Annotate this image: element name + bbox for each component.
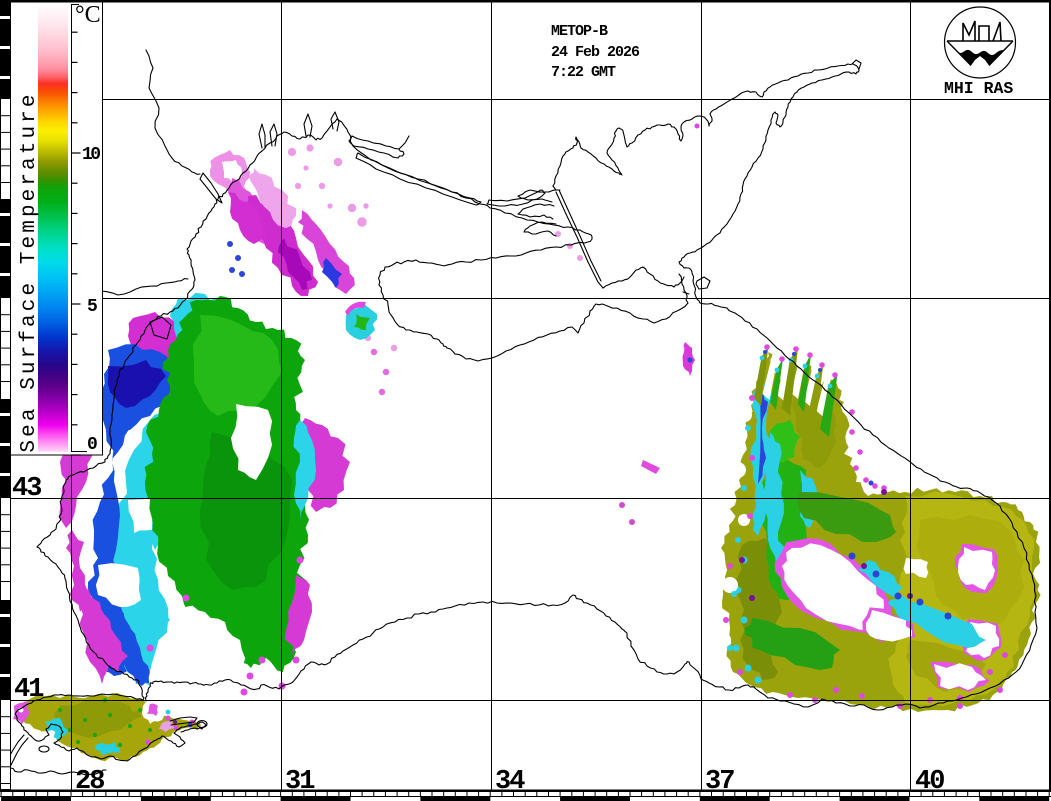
- svg-text:0: 0: [87, 435, 98, 455]
- svg-text:37: 37: [705, 767, 734, 797]
- svg-text:5: 5: [87, 297, 98, 317]
- svg-text:7:22 GMT: 7:22 GMT: [551, 64, 616, 81]
- svg-text:41: 41: [14, 675, 44, 705]
- svg-text:METOP-B: METOP-B: [551, 23, 608, 40]
- svg-text:Sea Surface Temperature: Sea Surface Temperature: [18, 91, 41, 452]
- svg-text:°C: °C: [75, 2, 101, 28]
- svg-text:24 Feb 2026: 24 Feb 2026: [551, 44, 640, 61]
- svg-text:MHI RAS: MHI RAS: [944, 79, 1013, 98]
- svg-text:34: 34: [495, 767, 525, 797]
- svg-text:31: 31: [285, 767, 315, 797]
- svg-text:28: 28: [75, 767, 104, 797]
- svg-text:40: 40: [915, 767, 944, 797]
- svg-text:43: 43: [12, 474, 41, 504]
- svg-text:10: 10: [82, 145, 100, 165]
